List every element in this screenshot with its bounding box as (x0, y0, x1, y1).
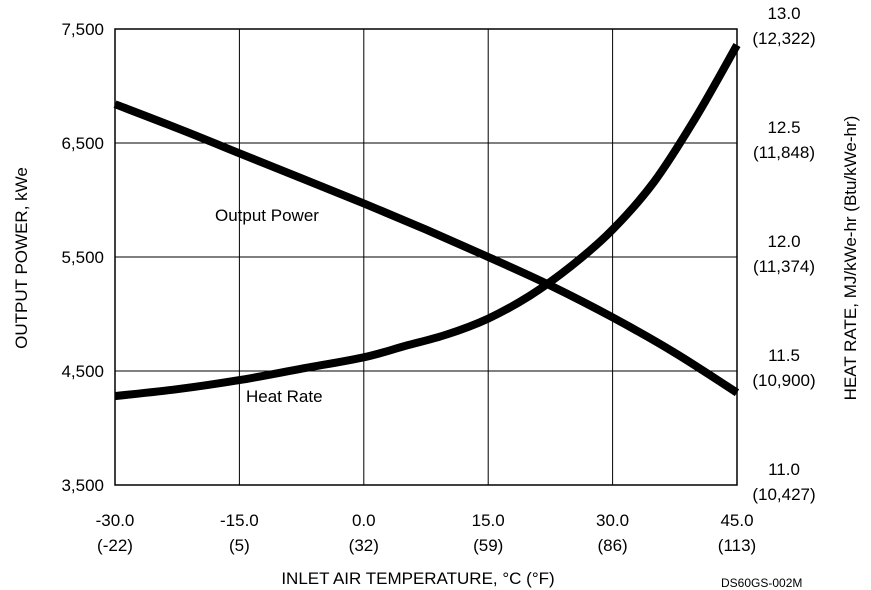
x-tick-label: -30.0 (96, 511, 135, 530)
y2-tick-label: 12.0 (767, 232, 800, 251)
y2-tick-sublabel: (10,427) (752, 485, 815, 504)
tick-labels: -30.0 (-22) -15.0 (5) 0.0 (32) 15.0 (59) 30.0 (86… (61, 4, 815, 555)
y-tick-label: 3,500 (61, 476, 104, 495)
x-tick-label: 0.0 (352, 511, 376, 530)
x-tick-label: 45.0 (720, 511, 753, 530)
y-tick-label: 7,500 (61, 20, 104, 39)
x-tick-label: 15.0 (472, 511, 505, 530)
y2-tick-label: 13.0 (767, 4, 800, 23)
x-axis-title: INLET AIR TEMPERATURE, °C (°F) (281, 569, 554, 588)
series-line-heat-rate (114, 43, 741, 401)
series-label-output-power: Output Power (215, 206, 319, 225)
y2-tick-sublabel: (11,848) (753, 143, 815, 162)
y2-axis-title: HEAT RATE, MJ/kWe-hr (Btu/kWe-hr) (841, 116, 860, 401)
y2-tick-label: 11.5 (768, 346, 800, 365)
y-tick-label: 4,500 (61, 362, 104, 381)
y2-tick-label: 12.5 (767, 118, 800, 137)
x-tick-sublabel: (-22) (97, 536, 133, 555)
y-tick-label: 6,500 (61, 134, 104, 153)
y2-tick-sublabel: (11,374) (753, 257, 815, 276)
series-line-output-power (113, 100, 740, 397)
x-tick-label: 30.0 (596, 511, 629, 530)
y2-tick-sublabel: (10,900) (752, 371, 815, 390)
x-tick-sublabel: (32) (349, 536, 379, 555)
figure-id: DS60GS-002M (721, 576, 802, 590)
x-tick-sublabel: (113) (718, 536, 756, 555)
grid-lines (115, 29, 737, 485)
x-tick-label: -15.0 (220, 511, 259, 530)
series-layer (113, 43, 741, 401)
x-tick-sublabel: (59) (473, 536, 503, 555)
y2-tick-sublabel: (12,322) (752, 29, 815, 48)
y-axis-title: OUTPUT POWER, kWe (12, 167, 31, 349)
y2-tick-label: 11.0 (768, 460, 800, 479)
series-label-heat-rate: Heat Rate (246, 387, 323, 406)
y-tick-label: 5,500 (61, 248, 104, 267)
x-tick-sublabel: (86) (597, 536, 627, 555)
plot-frame (114, 28, 738, 486)
x-tick-sublabel: (5) (229, 536, 250, 555)
